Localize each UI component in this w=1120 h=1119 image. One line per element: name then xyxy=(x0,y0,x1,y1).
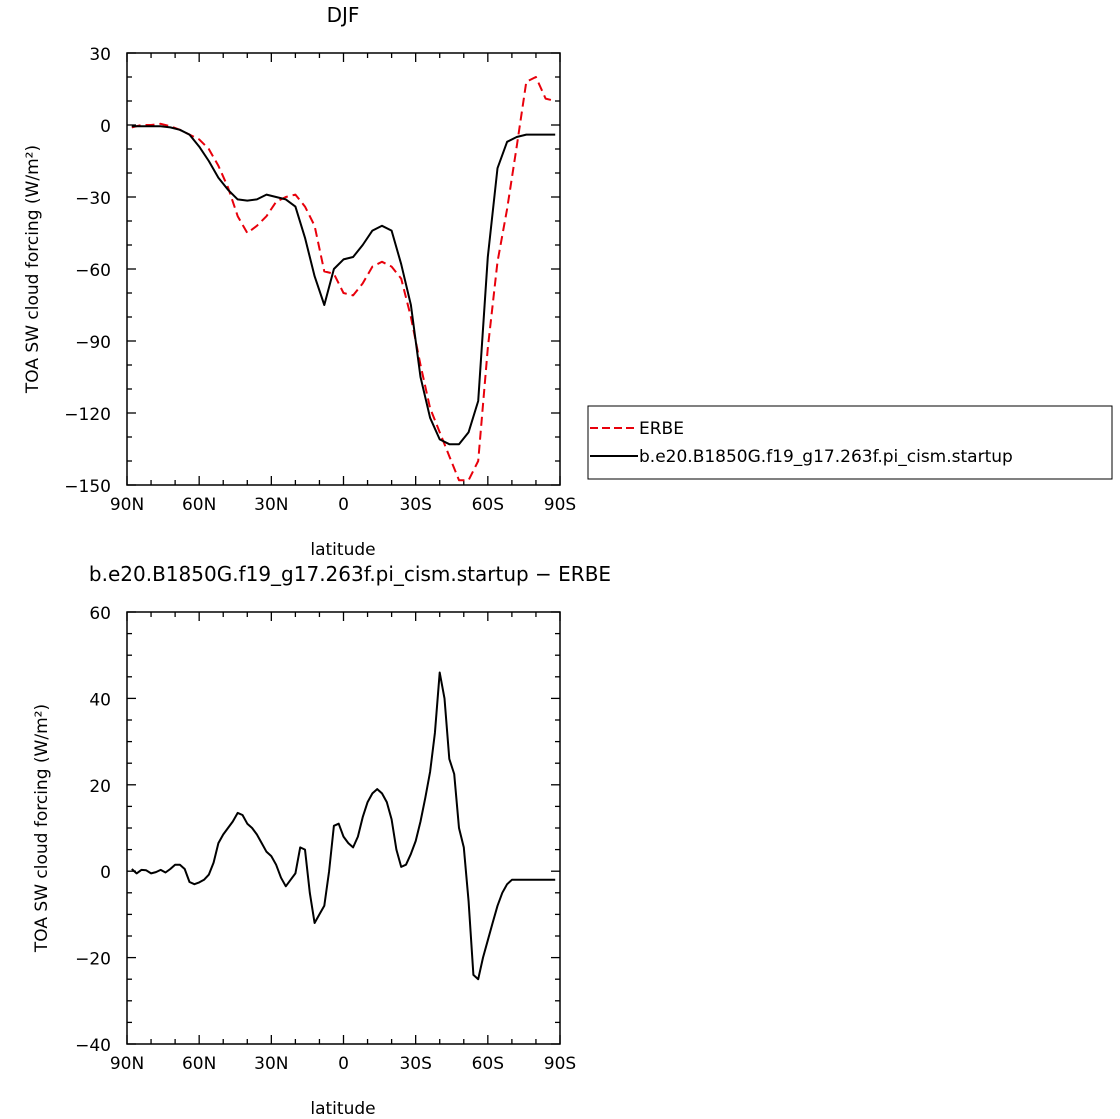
bottom-chart-title: b.e20.B1850G.f19_g17.263f.pi_cism.startu… xyxy=(89,562,611,586)
y-tick-label: 40 xyxy=(89,690,111,710)
bottom-ticks xyxy=(126,611,561,1045)
legend-box xyxy=(587,405,1113,480)
x-tick-label: 30S xyxy=(399,1054,431,1074)
x-tick-label: 90S xyxy=(544,495,576,515)
top-x-axis-label: latitude xyxy=(310,540,375,560)
y-tick-label: 0 xyxy=(100,863,111,883)
x-tick-label: 60N xyxy=(182,1054,216,1074)
legend-label-erbe: ERBE xyxy=(639,419,684,439)
y-tick-label: −90 xyxy=(75,333,111,353)
top-series xyxy=(131,76,556,482)
top-chart-title: DJF xyxy=(327,3,360,27)
x-tick-label: 30N xyxy=(254,495,288,515)
x-tick-label: 0 xyxy=(338,495,349,515)
y-tick-label: 30 xyxy=(89,45,111,65)
y-tick-label: −30 xyxy=(75,189,111,209)
y-tick-label: 0 xyxy=(100,117,111,137)
top-y-axis-label: TOA SW cloud forcing (W/m²) xyxy=(23,145,43,394)
top-legend: ERBE b.e20.B1850G.f19_g17.263f.pi_cism.s… xyxy=(587,405,1113,480)
x-tick-label: 60S xyxy=(472,495,504,515)
series-line-erbe xyxy=(131,76,556,482)
x-tick-label: 60N xyxy=(182,495,216,515)
x-tick-label: 0 xyxy=(338,1054,349,1074)
bottom-series xyxy=(131,671,556,981)
x-tick-label: 90N xyxy=(110,1054,144,1074)
series-line-model xyxy=(131,125,556,446)
bottom-x-tick-labels: 90N 60N 30N 0 30S 60S 90S xyxy=(110,1054,576,1074)
top-y-tick-labels: 30 0 −30 −60 −90 −120 −150 xyxy=(64,45,111,497)
bottom-plot-frame xyxy=(126,611,561,1045)
y-tick-label: −120 xyxy=(64,405,111,425)
y-tick-label: 60 xyxy=(89,604,111,624)
top-x-tick-labels: 90N 60N 30N 0 30S 60S 90S xyxy=(110,495,576,515)
x-tick-label: 90S xyxy=(544,1054,576,1074)
y-tick-label: −150 xyxy=(64,477,111,497)
bottom-y-axis-label: TOA SW cloud forcing (W/m²) xyxy=(32,704,52,953)
top-panel: DJF 90N 60N 30N 0 30S 60S 90S 30 0 −30 −60 −90 −120… xyxy=(23,3,1113,560)
bottom-panel: b.e20.B1850G.f19_g17.263f.pi_cism.startu… xyxy=(32,562,611,1119)
x-tick-label: 30S xyxy=(399,495,431,515)
x-tick-label: 60S xyxy=(472,1054,504,1074)
series-line-difference xyxy=(131,671,556,981)
top-plot-frame xyxy=(126,52,561,486)
y-tick-label: −40 xyxy=(75,1036,111,1056)
y-tick-label: 20 xyxy=(89,777,111,797)
bottom-x-axis-label: latitude xyxy=(310,1099,375,1119)
y-tick-label: −20 xyxy=(75,950,111,970)
legend-label-model: b.e20.B1850G.f19_g17.263f.pi_cism.startu… xyxy=(639,447,1013,467)
bottom-y-tick-labels: 60 40 20 0 −20 −40 xyxy=(75,604,111,1056)
x-tick-label: 90N xyxy=(110,495,144,515)
top-ticks xyxy=(126,52,561,486)
x-tick-label: 30N xyxy=(254,1054,288,1074)
y-tick-label: −60 xyxy=(75,261,111,281)
